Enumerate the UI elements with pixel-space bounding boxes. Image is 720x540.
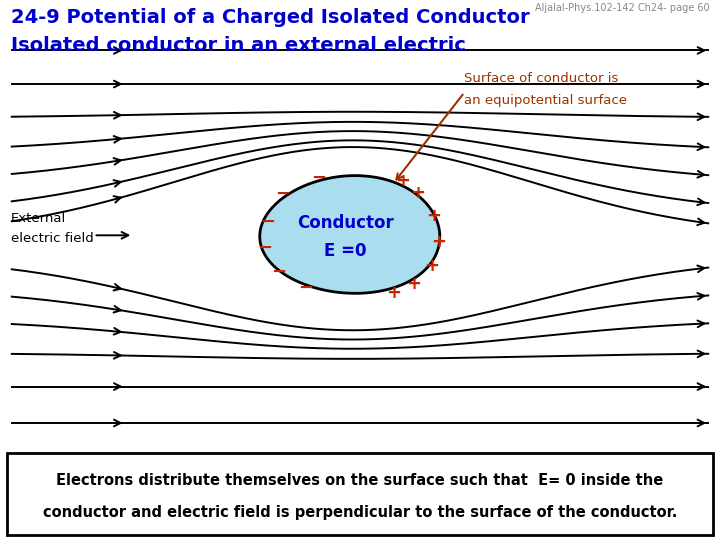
Text: +: + bbox=[431, 233, 446, 251]
Text: Aljalal-Phys.102-142 Ch24- page 60: Aljalal-Phys.102-142 Ch24- page 60 bbox=[534, 3, 709, 13]
Text: electric field: electric field bbox=[11, 232, 94, 245]
Text: Surface of conductor is: Surface of conductor is bbox=[464, 72, 618, 85]
Text: +: + bbox=[395, 172, 410, 190]
Text: +: + bbox=[410, 184, 425, 202]
Text: +: + bbox=[425, 257, 439, 275]
Text: Isolated conductor in an external electric: Isolated conductor in an external electr… bbox=[11, 36, 466, 56]
Polygon shape bbox=[260, 176, 440, 293]
Text: 24-9 Potential of a Charged Isolated Conductor: 24-9 Potential of a Charged Isolated Con… bbox=[11, 9, 529, 28]
Text: −: − bbox=[257, 239, 272, 257]
Text: E =0: E =0 bbox=[324, 242, 367, 260]
Text: −: − bbox=[298, 279, 314, 297]
Text: conductor and electric field is perpendicular to the surface of the conductor.: conductor and electric field is perpendi… bbox=[42, 505, 678, 520]
Text: +: + bbox=[426, 207, 441, 226]
Text: Electrons distribute themselves on the surface such that  E= 0 inside the: Electrons distribute themselves on the s… bbox=[56, 473, 664, 488]
Text: an equipotential surface: an equipotential surface bbox=[464, 94, 627, 107]
Text: External: External bbox=[11, 212, 66, 225]
Text: −: − bbox=[271, 263, 287, 281]
Text: +: + bbox=[407, 274, 421, 293]
Text: Conductor: Conductor bbox=[297, 214, 394, 232]
Text: −: − bbox=[260, 213, 275, 231]
Text: −: − bbox=[311, 168, 326, 187]
Text: +: + bbox=[386, 284, 401, 302]
Text: −: − bbox=[275, 185, 290, 203]
